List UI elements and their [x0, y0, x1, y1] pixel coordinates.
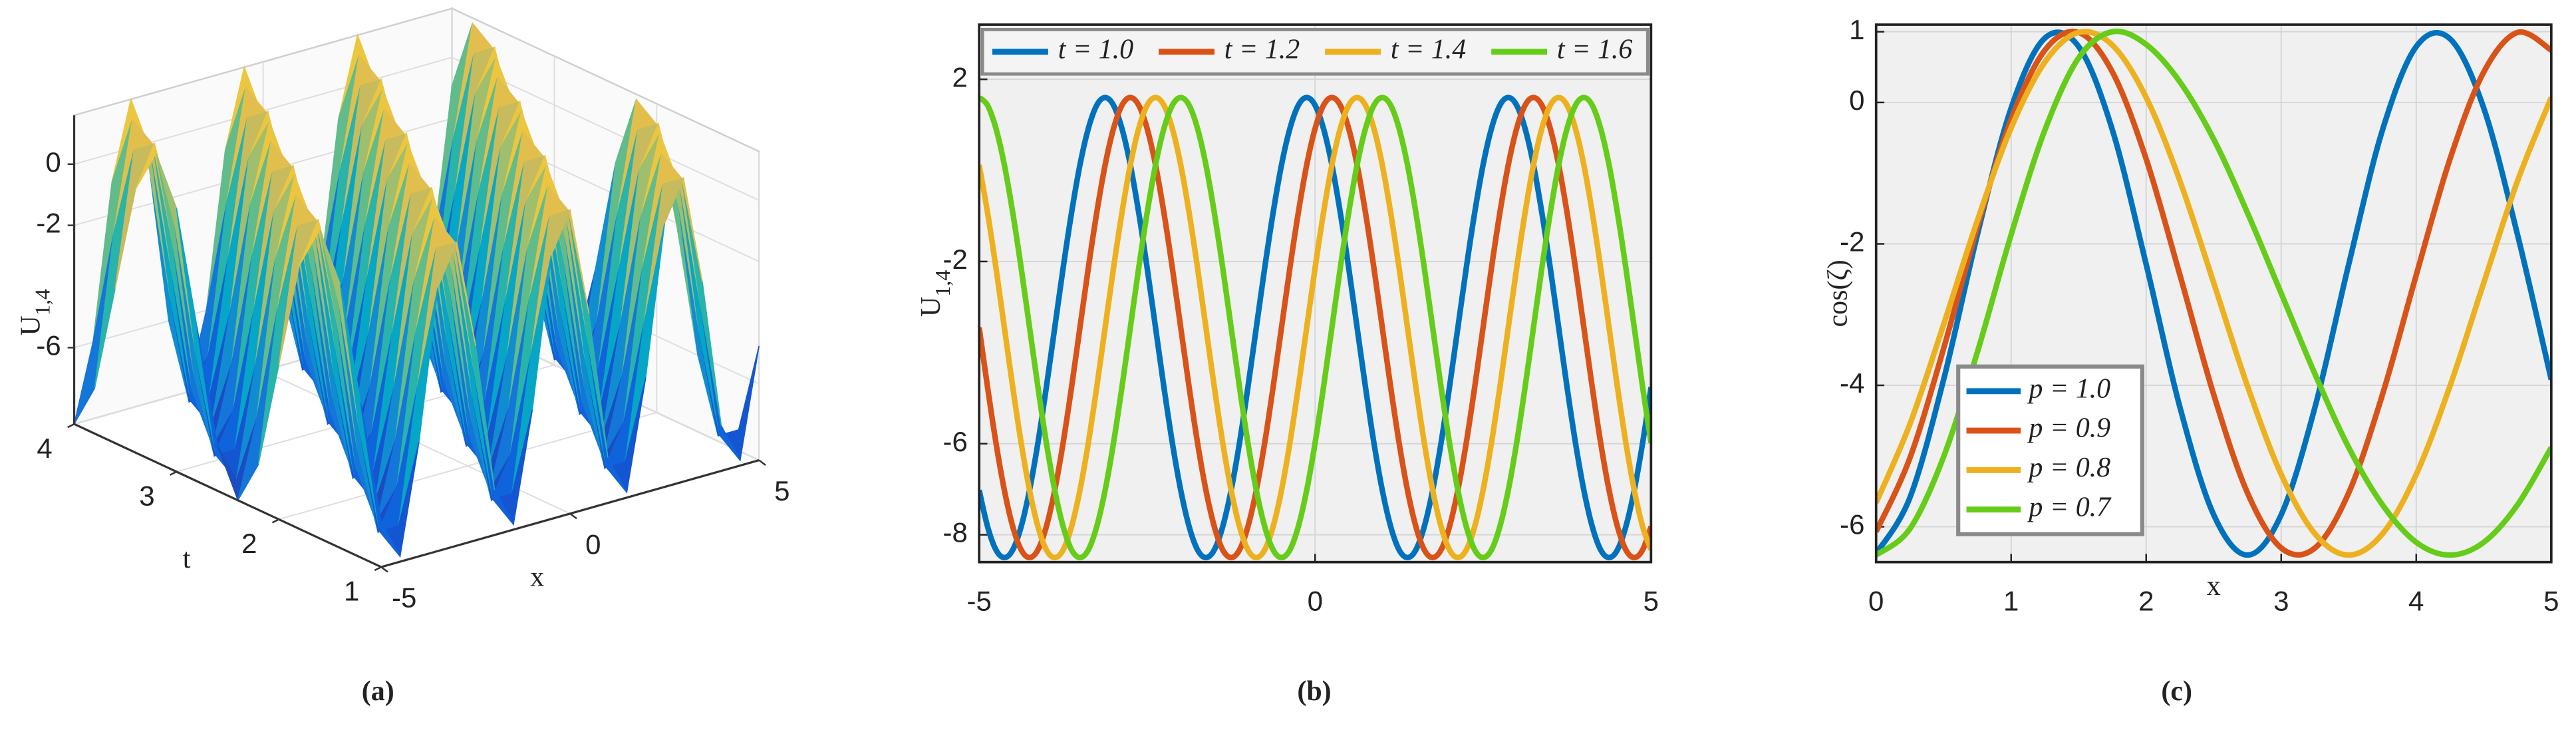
x-tick: [758, 459, 766, 466]
x-tick-label: 5: [1644, 586, 1659, 617]
legend-label: t = 1.0: [1058, 34, 1133, 65]
legend-label: t = 1.2: [1224, 34, 1300, 65]
x-tick-label: 2: [2138, 586, 2154, 617]
t-axis-label: t: [183, 544, 191, 574]
legend-label: p = 1.0: [2027, 373, 2110, 404]
x-tick-label: 3: [2273, 586, 2289, 617]
t-tick: [374, 566, 382, 572]
legend-label: p = 0.7: [2027, 492, 2112, 522]
legend-label: p = 0.9: [2027, 413, 2110, 444]
panel-caption: (a): [362, 676, 394, 707]
t-tick-label: 1: [344, 576, 359, 607]
t-tick-label: 4: [37, 433, 52, 464]
series-group: [1876, 28, 2551, 558]
x-tick-label: 5: [2543, 586, 2559, 617]
x-tick: [380, 566, 388, 573]
axis-label: cos(ζ): [1822, 260, 1853, 327]
panel-caption: (b): [1297, 676, 1331, 707]
y-tick-label: -8: [943, 517, 968, 548]
t-tick-label: 2: [241, 528, 257, 559]
x-tick-label: 0: [585, 528, 601, 560]
legend-label: t = 1.4: [1391, 34, 1466, 65]
y-tick-label: -6: [1840, 509, 1864, 540]
x-tick-label: 5: [774, 475, 789, 506]
x-tick-label: -5: [392, 582, 416, 614]
x-tick-label: 4: [2408, 586, 2424, 617]
plot-frame: [1874, 23, 2553, 564]
x-tick-label: 1: [2003, 586, 2019, 617]
panel-caption: (c): [2161, 676, 2192, 707]
series-line: [979, 94, 1651, 561]
t-tick: [67, 423, 75, 429]
t-tick: [271, 518, 279, 524]
axis-label-main: U: [916, 297, 946, 317]
y-tick-label: -4: [1840, 367, 1864, 399]
surface: [73, 22, 760, 558]
x-axis-label: x: [2207, 571, 2221, 602]
x-axis-label: x: [530, 562, 544, 592]
axis-label: U1,4: [916, 270, 955, 317]
legend-label: p = 0.8: [2027, 453, 2110, 483]
series-line: [1876, 29, 2551, 558]
series-line: [979, 94, 1651, 561]
axis-label: U1,4: [15, 289, 55, 335]
x-tick-label: 0: [1868, 586, 1884, 617]
axis-label-main: cos(ζ): [1822, 260, 1853, 327]
x-tick: [569, 512, 577, 520]
t-tick-label: 3: [139, 480, 154, 511]
axis-label-sub: 1,4: [31, 289, 55, 315]
y-tick-label: 1: [1849, 14, 1864, 45]
y-tick-label: -2: [1840, 226, 1864, 258]
series-line: [979, 94, 1651, 561]
y-tick-label: 2: [952, 61, 968, 92]
t-tick: [169, 470, 177, 476]
x-tick-label: -5: [967, 586, 992, 617]
legend-box: [1956, 364, 2144, 536]
y-tick-label: 0: [1849, 85, 1864, 116]
axis-label-sub: 1,4: [930, 270, 954, 297]
plot-frame: [978, 23, 1653, 564]
z-tick-label: -2: [36, 208, 61, 239]
surface-patch: [360, 403, 401, 557]
legend-label: t = 1.6: [1557, 34, 1632, 65]
series-line: [1876, 28, 2551, 558]
y-tick-label: -2: [943, 244, 968, 275]
series-line: [979, 94, 1651, 561]
x-tick-label: 0: [1308, 586, 1323, 617]
axis-label-main: U: [15, 315, 46, 335]
z-tick-label: -6: [36, 329, 61, 361]
z-tick-label: 0: [45, 146, 61, 178]
y-tick-label: -6: [943, 426, 968, 457]
series-group: [979, 94, 1651, 561]
t-axis: [73, 423, 382, 568]
